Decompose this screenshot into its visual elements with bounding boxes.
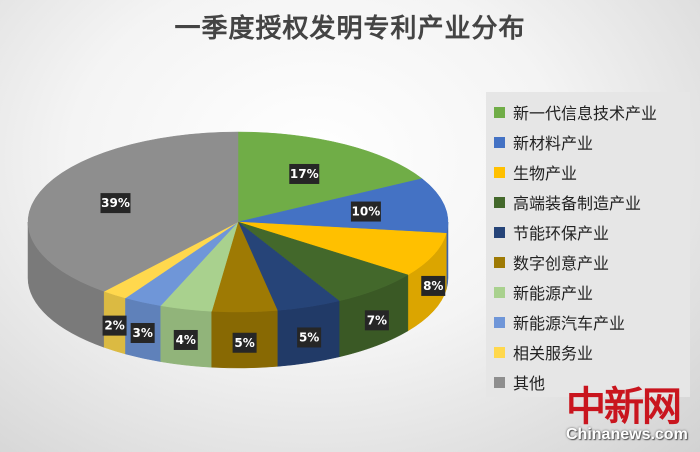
- legend-swatch: [494, 316, 505, 328]
- pie-slice-2: [237, 221, 447, 276]
- legend-swatch: [494, 286, 505, 298]
- data-label-6: 4%: [173, 329, 198, 350]
- legend-label: 节能环保产业: [513, 224, 610, 243]
- legend-swatch: [494, 136, 505, 148]
- legend-item-4: 节能环保产业: [494, 217, 690, 247]
- svg-text:5%: 5%: [234, 336, 254, 350]
- legend-label: 高端装备制造产业: [513, 194, 642, 213]
- svg-text:5%: 5%: [299, 330, 319, 344]
- legend-item-9: 其他: [494, 367, 690, 397]
- data-label-9: 39%: [100, 193, 131, 214]
- watermark-logo: 中新网: [566, 383, 682, 430]
- pie-slice-0: [237, 131, 423, 223]
- watermark-url: Chinanews.com: [566, 426, 688, 443]
- svg-text:3%: 3%: [132, 326, 152, 340]
- data-label-1: 10%: [350, 201, 381, 222]
- pie-slice-1: [237, 178, 449, 234]
- legend-item-7: 新能源汽车产业: [494, 307, 690, 337]
- legend-swatch: [494, 346, 505, 358]
- svg-text:7%: 7%: [367, 313, 387, 327]
- svg-text:8%: 8%: [423, 279, 443, 293]
- legend-label: 生物产业: [513, 164, 578, 183]
- legend-item-6: 新能源产业: [494, 277, 690, 307]
- data-label-3: 7%: [364, 310, 389, 331]
- data-label-8: 2%: [102, 315, 127, 336]
- legend: 新一代信息技术产业 新材料产业生物产业高端装备制造产业 节能环保产业 数字创意产业 新能…: [486, 92, 690, 397]
- data-label-5: 5%: [232, 332, 257, 353]
- svg-text:10%: 10%: [352, 205, 381, 219]
- data-label-4: 5%: [297, 327, 322, 348]
- legend-item-3: 高端装备制造产业: [494, 187, 690, 217]
- legend-swatch: [494, 256, 505, 268]
- legend-label: 新一代信息技术产业: [513, 104, 658, 123]
- legend-item-8: 相关服务业: [494, 337, 690, 367]
- legend-item-0: 新一代信息技术产业: [494, 97, 690, 127]
- svg-text:39%: 39%: [101, 196, 130, 210]
- svg-text:17%: 17%: [290, 167, 319, 181]
- legend-label: 相关服务业: [513, 344, 594, 363]
- svg-text:2%: 2%: [104, 319, 124, 333]
- legend-swatch: [494, 106, 505, 118]
- data-label-7: 3%: [130, 322, 155, 343]
- pie-slice-9: [27, 131, 239, 292]
- legend-swatch: [494, 226, 505, 238]
- svg-text:4%: 4%: [176, 333, 196, 347]
- legend-swatch: [494, 376, 505, 388]
- legend-label: 新材料产业: [513, 134, 594, 153]
- data-label-0: 17%: [289, 163, 320, 184]
- data-label-2: 8%: [421, 275, 446, 296]
- legend-label: 新能源产业: [513, 284, 594, 303]
- legend-label: 新能源汽车产业: [513, 314, 626, 333]
- legend-swatch: [494, 196, 505, 208]
- chart-title: 一季度授权发明专利产业分布: [174, 14, 526, 44]
- legend-item-1: 新材料产业: [494, 127, 690, 157]
- legend-item-2: 生物产业: [494, 157, 690, 187]
- legend-swatch: [494, 166, 505, 178]
- legend-item-5: 数字创意产业: [494, 247, 690, 277]
- legend-label: 数字创意产业: [513, 254, 610, 273]
- legend-label: 其他: [513, 374, 546, 393]
